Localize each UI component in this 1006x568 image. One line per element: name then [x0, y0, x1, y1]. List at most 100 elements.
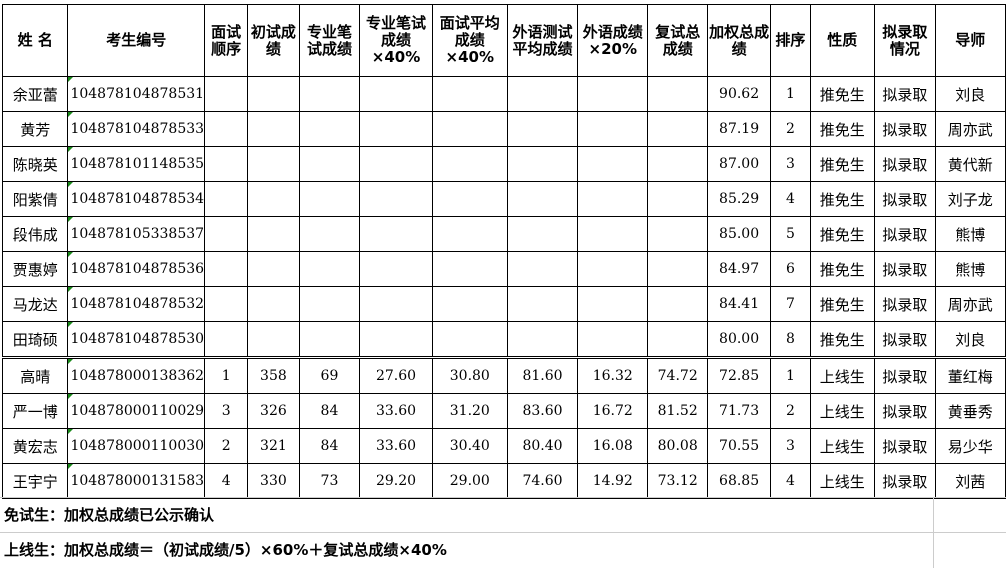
table-cell[interactable] [506, 321, 579, 358]
table-cell[interactable] [359, 286, 433, 322]
table-cell[interactable] [431, 146, 508, 182]
table-cell[interactable] [359, 251, 433, 287]
table-cell[interactable]: 5 [770, 216, 811, 252]
table-cell[interactable]: 黄宏志 [1, 428, 69, 464]
table-cell[interactable] [647, 321, 708, 358]
table-cell[interactable] [506, 286, 579, 322]
table-cell[interactable] [577, 76, 649, 112]
table-cell[interactable]: 4 [770, 463, 811, 499]
table-cell[interactable] [204, 181, 249, 217]
table-cell[interactable]: 拟录取 [874, 463, 936, 499]
table-cell[interactable]: 王宇宁 [1, 463, 69, 499]
table-cell[interactable]: 73 [298, 463, 361, 499]
table-cell[interactable] [247, 251, 300, 287]
table-cell[interactable] [647, 181, 708, 217]
table-cell[interactable]: 104878104878532 [67, 286, 206, 322]
table-cell[interactable] [647, 251, 708, 287]
table-cell[interactable] [647, 111, 708, 147]
table-cell[interactable] [506, 181, 579, 217]
table-cell[interactable]: 余亚蕾 [1, 76, 69, 112]
table-cell[interactable]: 拟录取 [874, 286, 936, 322]
table-cell[interactable]: 2 [204, 428, 249, 464]
table-cell[interactable]: 90.62 [706, 76, 772, 112]
note-exempt[interactable]: 免试生：加权总成绩已公示确认 [0, 497, 1006, 533]
table-cell[interactable]: 拟录取 [874, 321, 936, 358]
table-cell[interactable] [247, 146, 300, 182]
table-cell[interactable]: 3 [770, 428, 811, 464]
table-cell[interactable] [204, 146, 249, 182]
table-cell[interactable]: 拟录取 [874, 356, 936, 394]
table-cell[interactable]: 4 [204, 463, 249, 499]
table-cell[interactable] [247, 181, 300, 217]
table-cell[interactable]: 30.40 [431, 428, 508, 464]
table-cell[interactable]: 段伟成 [1, 216, 69, 252]
table-cell[interactable] [247, 216, 300, 252]
table-cell[interactable] [204, 321, 249, 358]
table-cell[interactable]: 黄芳 [1, 111, 69, 147]
table-cell[interactable]: 推免生 [809, 76, 876, 112]
table-cell[interactable]: 拟录取 [874, 111, 936, 147]
column-header[interactable]: 排序 [770, 4, 811, 77]
table-cell[interactable]: 推免生 [809, 181, 876, 217]
table-cell[interactable] [298, 321, 361, 358]
table-cell[interactable] [506, 76, 579, 112]
table-cell[interactable] [298, 181, 361, 217]
table-cell[interactable] [431, 251, 508, 287]
table-cell[interactable] [204, 286, 249, 322]
table-cell[interactable]: 熊博 [934, 251, 1006, 287]
table-cell[interactable]: 330 [247, 463, 300, 499]
table-cell[interactable]: 104878104878534 [67, 181, 206, 217]
table-cell[interactable]: 104878000110029 [67, 393, 206, 429]
table-cell[interactable]: 周亦武 [934, 286, 1006, 322]
table-cell[interactable]: 84 [298, 393, 361, 429]
column-header[interactable]: 专业笔试成绩×40% [359, 4, 433, 77]
table-cell[interactable]: 拟录取 [874, 181, 936, 217]
table-cell[interactable] [359, 321, 433, 358]
table-cell[interactable] [298, 251, 361, 287]
table-cell[interactable]: 84 [298, 428, 361, 464]
table-cell[interactable] [647, 216, 708, 252]
column-header[interactable]: 专业笔试成绩 [298, 4, 361, 77]
table-cell[interactable] [359, 146, 433, 182]
table-cell[interactable] [431, 216, 508, 252]
table-cell[interactable] [247, 321, 300, 358]
table-cell[interactable]: 73.12 [647, 463, 708, 499]
table-cell[interactable] [359, 181, 433, 217]
table-cell[interactable]: 104878104878536 [67, 251, 206, 287]
table-cell[interactable]: 1 [770, 356, 811, 394]
table-cell[interactable] [204, 216, 249, 252]
table-cell[interactable]: 71.73 [706, 393, 772, 429]
table-cell[interactable] [204, 111, 249, 147]
table-cell[interactable]: 321 [247, 428, 300, 464]
table-cell[interactable]: 104878104878530 [67, 321, 206, 358]
column-header[interactable]: 面试平均成绩×40% [431, 4, 508, 77]
table-cell[interactable]: 2 [770, 393, 811, 429]
table-cell[interactable]: 陈晓英 [1, 146, 69, 182]
table-cell[interactable]: 80.40 [506, 428, 579, 464]
table-cell[interactable] [204, 76, 249, 112]
table-cell[interactable]: 1 [204, 356, 249, 394]
table-cell[interactable] [298, 146, 361, 182]
table-cell[interactable]: 70.55 [706, 428, 772, 464]
table-cell[interactable]: 104878000131583 [67, 463, 206, 499]
table-cell[interactable]: 阳紫倩 [1, 181, 69, 217]
table-cell[interactable]: 董红梅 [934, 356, 1006, 394]
table-cell[interactable]: 拟录取 [874, 393, 936, 429]
table-cell[interactable]: 高晴 [1, 356, 69, 394]
table-cell[interactable]: 87.00 [706, 146, 772, 182]
table-cell[interactable]: 4 [770, 181, 811, 217]
note-qualified[interactable]: 上线生：加权总成绩＝（初试成绩/5）×60%＋复试总成绩×40% [0, 532, 1006, 568]
table-cell[interactable]: 推免生 [809, 216, 876, 252]
table-cell[interactable] [247, 76, 300, 112]
table-cell[interactable]: 87.19 [706, 111, 772, 147]
table-cell[interactable] [298, 76, 361, 112]
table-cell[interactable]: 104878000110030 [67, 428, 206, 464]
table-cell[interactable] [431, 286, 508, 322]
table-cell[interactable]: 68.85 [706, 463, 772, 499]
table-cell[interactable]: 周亦武 [934, 111, 1006, 147]
table-cell[interactable]: 7 [770, 286, 811, 322]
table-cell[interactable]: 326 [247, 393, 300, 429]
column-header[interactable]: 性质 [809, 4, 876, 77]
table-cell[interactable]: 拟录取 [874, 76, 936, 112]
table-cell[interactable]: 29.20 [359, 463, 433, 499]
